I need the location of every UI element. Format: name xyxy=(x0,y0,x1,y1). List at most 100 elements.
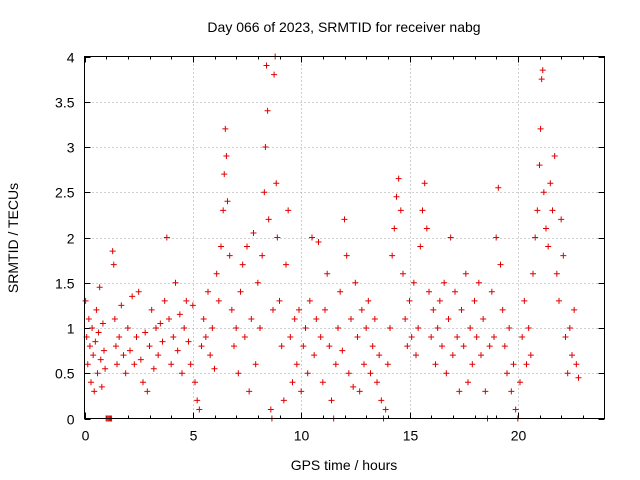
data-point xyxy=(389,252,396,259)
data-point xyxy=(326,343,333,350)
data-point xyxy=(499,306,506,313)
data-point xyxy=(124,325,131,331)
data-point xyxy=(289,379,296,386)
data-point xyxy=(454,334,461,341)
data-point xyxy=(311,352,318,359)
data-point xyxy=(506,325,513,331)
data-point xyxy=(341,216,348,223)
data-point xyxy=(408,334,415,341)
data-point xyxy=(547,180,554,187)
data-point xyxy=(300,343,307,350)
x-tick-label: 5 xyxy=(190,428,198,444)
data-point xyxy=(539,67,546,74)
data-point xyxy=(319,379,326,386)
data-point xyxy=(480,315,487,322)
data-point xyxy=(155,352,162,359)
data-point xyxy=(207,352,214,359)
data-point xyxy=(560,252,567,259)
data-point xyxy=(98,383,105,390)
data-point xyxy=(257,325,263,331)
data-point xyxy=(527,352,534,359)
y-tick-label: 3.5 xyxy=(55,95,75,111)
data-point xyxy=(566,325,573,331)
data-point xyxy=(376,352,383,359)
data-point xyxy=(209,325,216,331)
data-point xyxy=(497,261,504,268)
data-point xyxy=(176,311,183,318)
data-point xyxy=(82,297,89,304)
data-point xyxy=(187,361,194,368)
plot-frame xyxy=(84,56,605,419)
data-point xyxy=(339,347,346,354)
data-point xyxy=(495,184,502,191)
data-point xyxy=(458,306,465,313)
data-point xyxy=(475,279,482,286)
data-point xyxy=(391,225,398,232)
data-point xyxy=(302,325,309,331)
data-point xyxy=(406,297,413,304)
data-point xyxy=(510,361,517,368)
data-point xyxy=(421,180,428,187)
data-point xyxy=(94,370,101,377)
data-point xyxy=(504,370,510,377)
data-point xyxy=(309,234,315,241)
data-point xyxy=(532,234,539,241)
data-point xyxy=(89,325,96,331)
data-point xyxy=(137,356,144,363)
x-tick-label: 10 xyxy=(294,428,310,444)
data-point xyxy=(99,320,106,327)
data-point xyxy=(538,76,545,83)
data-point xyxy=(382,406,389,413)
data-point xyxy=(482,388,489,395)
data-point xyxy=(198,343,205,350)
data-point xyxy=(296,306,302,313)
data-point xyxy=(564,370,571,377)
data-point xyxy=(402,315,409,322)
data-point xyxy=(488,288,495,295)
data-point xyxy=(241,334,248,341)
data-point xyxy=(365,297,372,304)
data-point xyxy=(426,288,432,295)
data-point xyxy=(91,388,98,395)
data-point xyxy=(112,343,119,350)
data-point xyxy=(467,325,474,331)
data-point xyxy=(298,388,305,395)
data-point xyxy=(97,356,104,363)
data-point xyxy=(352,279,359,286)
data-point xyxy=(469,361,476,368)
data-point xyxy=(248,315,255,322)
data-point xyxy=(363,325,370,331)
data-point xyxy=(456,388,463,395)
data-point xyxy=(501,343,508,350)
data-point xyxy=(185,338,192,345)
data-point xyxy=(237,288,244,295)
data-point xyxy=(194,397,201,404)
data-point xyxy=(264,107,271,114)
data-point xyxy=(250,229,257,236)
y-tick-label: 3 xyxy=(67,140,75,156)
y-axis-label: SRMTID / TECUs xyxy=(5,183,21,293)
data-point xyxy=(93,306,100,313)
data-point xyxy=(428,334,435,341)
data-point xyxy=(343,252,350,259)
data-point xyxy=(183,297,190,304)
data-point xyxy=(436,297,443,304)
data-point xyxy=(205,288,211,295)
data-point xyxy=(163,234,170,241)
data-point xyxy=(543,225,549,232)
data-point xyxy=(462,270,469,277)
data-point xyxy=(317,334,324,341)
data-point xyxy=(332,361,339,368)
data-point xyxy=(110,261,117,268)
data-point xyxy=(144,388,151,395)
data-point xyxy=(521,297,528,304)
data-point xyxy=(174,347,181,354)
data-point xyxy=(122,370,129,377)
data-point xyxy=(324,270,331,277)
data-point xyxy=(142,329,149,336)
data-point xyxy=(118,302,125,309)
data-point xyxy=(157,320,164,327)
data-point xyxy=(337,288,344,295)
data-point xyxy=(369,343,376,350)
data-point xyxy=(356,388,363,395)
